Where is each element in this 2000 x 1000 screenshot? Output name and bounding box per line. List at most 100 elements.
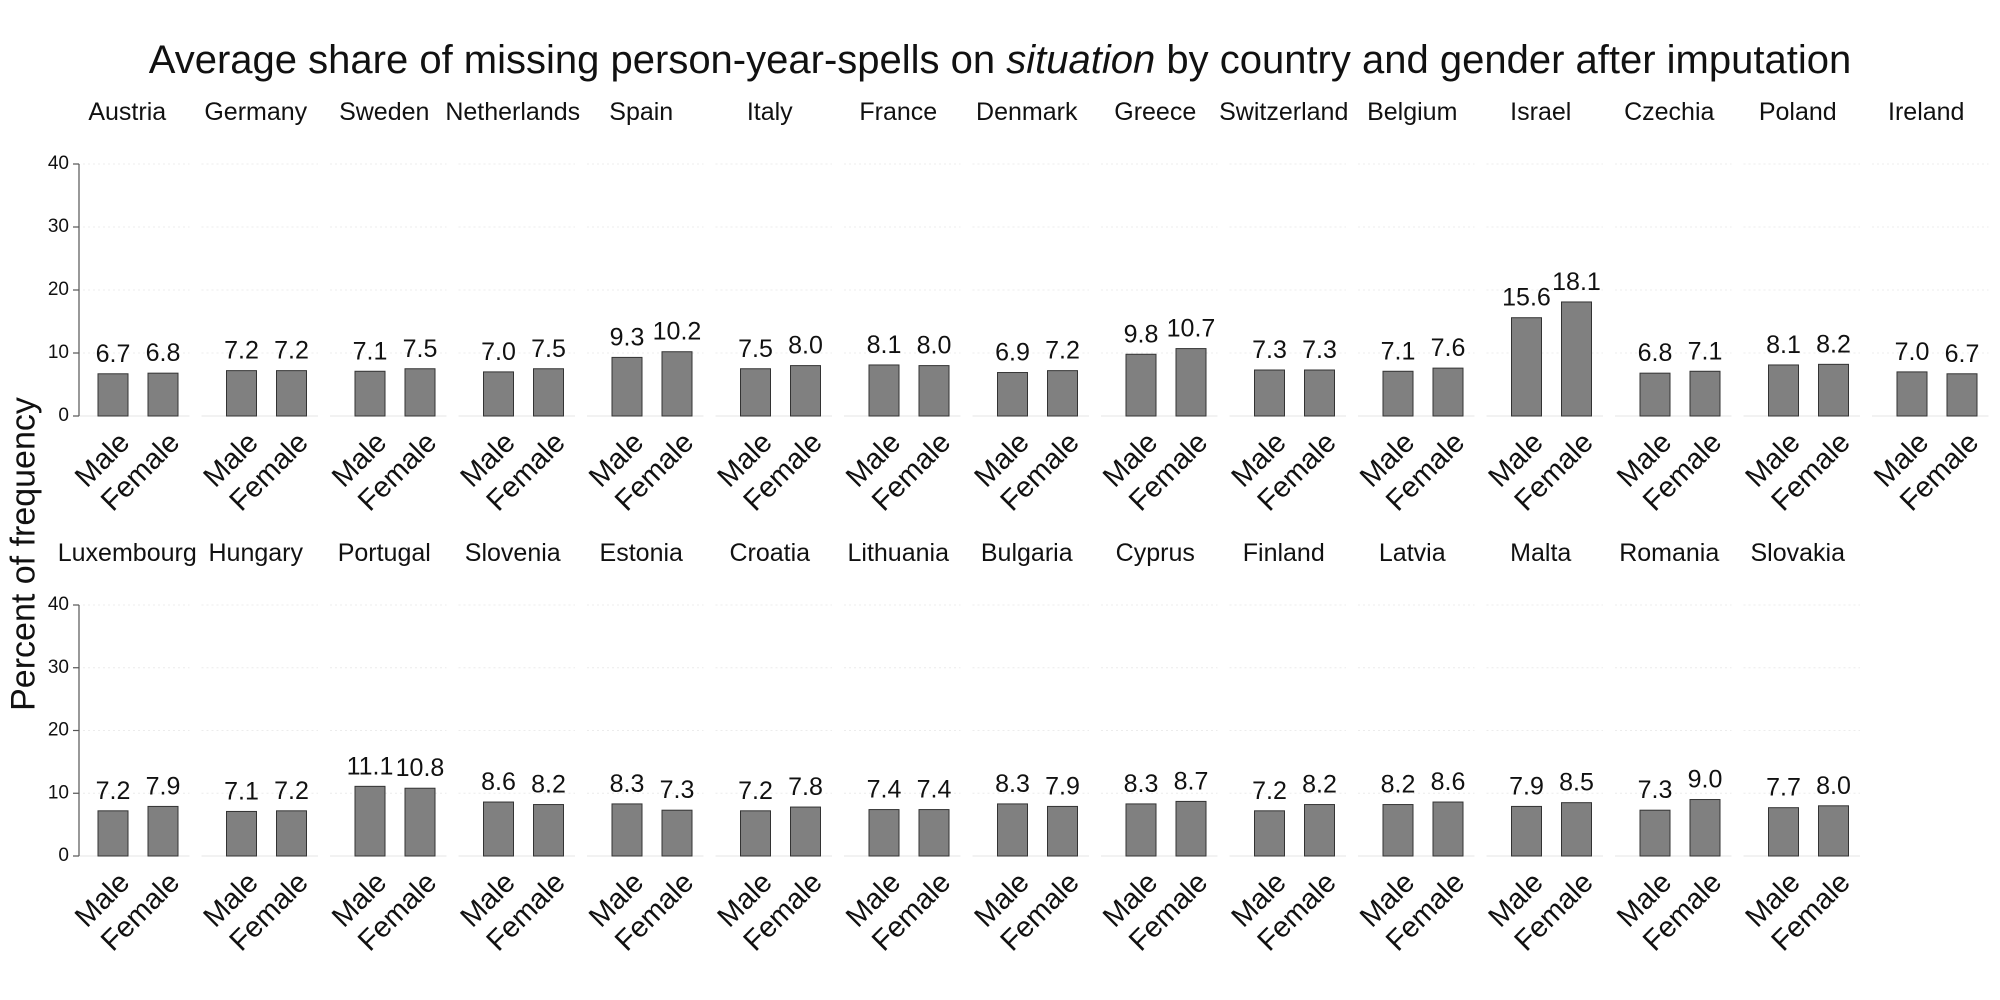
- value-label: 7.8: [788, 773, 823, 801]
- bar-male: [1254, 810, 1285, 857]
- value-label: 7.5: [531, 335, 566, 363]
- bar-female: [661, 351, 693, 417]
- value-label: 7.2: [738, 777, 773, 805]
- bar-female: [1561, 802, 1592, 857]
- bar-female: [1432, 367, 1464, 417]
- value-label: 8.2: [1816, 330, 1851, 358]
- panel-title: Estonia: [600, 539, 683, 567]
- y-tick-label: 0: [58, 405, 69, 426]
- bar-male: [740, 368, 771, 417]
- value-label: 7.0: [1895, 338, 1930, 366]
- bar-male: [1382, 804, 1414, 857]
- bar-male: [1382, 370, 1414, 417]
- bar-male: [1125, 803, 1157, 857]
- panel-title: Slovenia: [465, 539, 561, 567]
- bar-male: [1639, 809, 1671, 857]
- chart-title-part-1: Average share of missing person-year-spe…: [148, 38, 1007, 82]
- value-label: 7.2: [96, 777, 131, 805]
- panel-title: Croatia: [729, 539, 810, 567]
- bar-female: [1689, 799, 1721, 857]
- value-label: 7.2: [1045, 337, 1080, 365]
- bar-male: [354, 370, 386, 417]
- value-label: 15.6: [1502, 284, 1551, 312]
- bar-male: [1768, 807, 1799, 857]
- bar-female: [147, 805, 179, 857]
- value-label: 7.5: [403, 335, 438, 363]
- bar-female: [1175, 800, 1207, 857]
- value-label: 7.9: [146, 772, 181, 800]
- panel-title: Slovakia: [1751, 539, 1846, 567]
- panel-title: Poland: [1759, 98, 1837, 126]
- chart-title-italic: situation: [1006, 38, 1156, 82]
- bar-male: [611, 356, 643, 417]
- bar-male: [1125, 353, 1157, 417]
- value-label: 8.3: [1124, 770, 1159, 798]
- bar-female: [404, 787, 436, 857]
- chart-title: Average share of missing person-year-spe…: [0, 38, 2000, 83]
- panel-title: Lithuania: [848, 539, 950, 567]
- y-tick-label: 10: [48, 342, 69, 363]
- panel-title: Bulgaria: [981, 539, 1073, 567]
- bar-female: [404, 368, 436, 417]
- value-label: 8.7: [1174, 767, 1209, 795]
- panel-title: Greece: [1114, 98, 1196, 126]
- bar-female: [1689, 370, 1721, 417]
- value-label: 8.3: [610, 770, 645, 798]
- bar-female: [918, 809, 950, 857]
- bar-male: [1768, 364, 1799, 417]
- value-label: 8.0: [788, 332, 823, 360]
- chart-title-part-3: by country and gender after imputation: [1155, 38, 1852, 82]
- panel-title: Hungary: [209, 539, 304, 567]
- y-tick-label: 10: [48, 782, 69, 803]
- y-tick-label: 40: [48, 153, 69, 174]
- value-label: 7.3: [660, 776, 695, 804]
- bar-male: [483, 801, 514, 857]
- value-label: 6.9: [995, 339, 1030, 367]
- panel-title: Ireland: [1888, 98, 1964, 126]
- bar-female: [1047, 805, 1078, 857]
- panel-title: Latvia: [1379, 539, 1446, 567]
- value-label: 7.2: [1252, 777, 1287, 805]
- value-label: 8.6: [1431, 768, 1466, 796]
- value-label: 8.5: [1559, 769, 1594, 797]
- value-label: 6.8: [146, 339, 181, 367]
- value-label: 7.3: [1302, 336, 1337, 364]
- bar-female: [790, 806, 821, 857]
- panel-title: Netherlands: [445, 98, 580, 126]
- bar-female: [1946, 373, 1978, 417]
- bar-male: [997, 803, 1028, 857]
- y-tick-label: 40: [48, 594, 69, 615]
- y-axis-row-2: 0 10 20 30 40: [48, 594, 80, 866]
- value-label: 7.2: [274, 777, 309, 805]
- bar-female: [1818, 363, 1849, 417]
- bar-female: [1175, 348, 1207, 417]
- y-tick-label: 0: [58, 845, 69, 866]
- panel-title: Switzerland: [1219, 98, 1348, 126]
- value-label: 7.1: [1688, 337, 1723, 365]
- value-label: 11.1: [347, 752, 394, 780]
- value-label: 9.8: [1124, 320, 1159, 348]
- bar-female: [1047, 370, 1078, 417]
- value-label: 7.5: [738, 335, 773, 363]
- panel-title: Czechia: [1624, 98, 1714, 126]
- value-label: 10.2: [653, 318, 702, 346]
- bar-male: [1254, 369, 1285, 417]
- value-label: 8.0: [917, 332, 952, 360]
- panel-title: Luxembourg: [58, 539, 197, 567]
- value-label: 10.7: [1167, 315, 1216, 343]
- bar-male: [1896, 371, 1928, 417]
